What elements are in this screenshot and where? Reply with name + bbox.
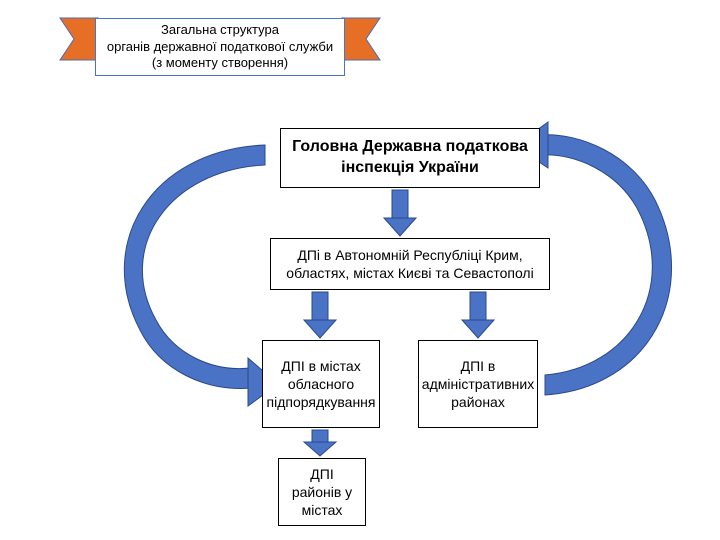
node-bottom-text: ДПІ районів у містах: [285, 465, 359, 520]
arrow-left-bottom: [304, 430, 336, 456]
node-right: ДПІ в адміністративних районах: [418, 340, 538, 428]
node-left-text: ДПІ в містах обласного підпорядкування: [267, 357, 376, 412]
node-main: Головна Державна податкова інспекція Укр…: [280, 128, 540, 188]
node-main-text: Головна Державна податкова інспекція Укр…: [289, 137, 531, 179]
node-mid-text: ДПі в Автономній Республіці Крим, област…: [279, 246, 541, 282]
arrow-mid-right: [462, 292, 494, 338]
title-line3: (з моменту створення): [107, 55, 333, 72]
arrow-mid-left: [304, 292, 336, 338]
title-box: Загальна структура органів державної под…: [95, 18, 345, 76]
title-line1: Загальна структура: [107, 22, 333, 39]
node-bottom: ДПІ районів у містах: [278, 458, 366, 526]
node-right-text: ДПІ в адміністративних районах: [422, 357, 534, 412]
node-mid: ДПі в Автономній Республіці Крим, област…: [270, 238, 550, 290]
title-line2: органів державної податкової служби: [107, 39, 333, 56]
arrow-main-mid: [384, 190, 416, 236]
node-left: ДПІ в містах обласного підпорядкування: [262, 340, 380, 428]
